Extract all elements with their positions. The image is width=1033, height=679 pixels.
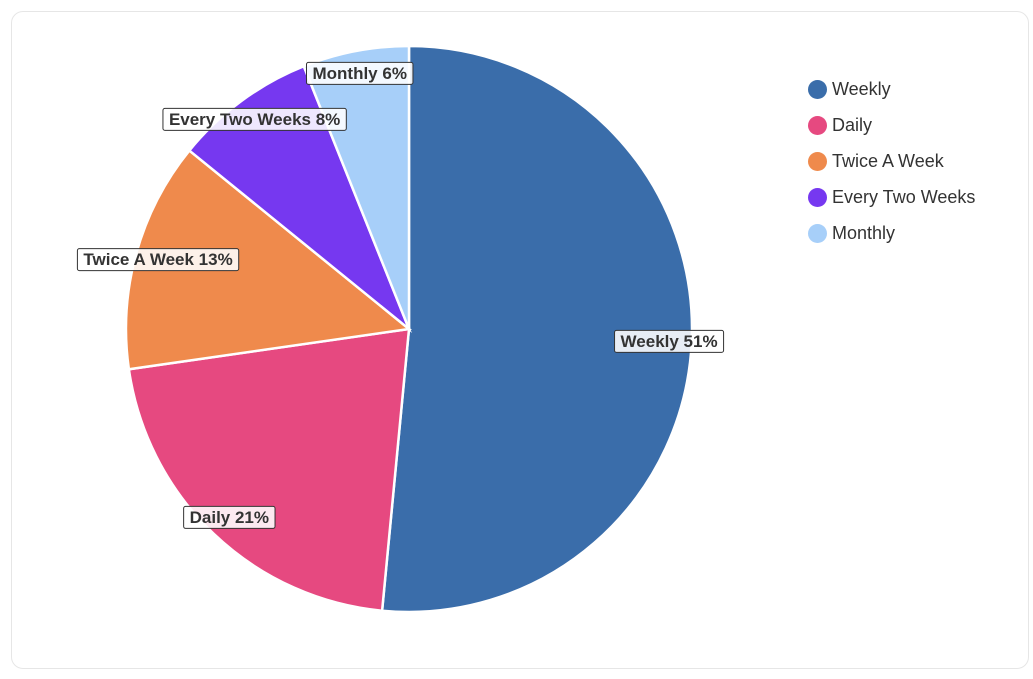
legend-item-weekly[interactable]: Weekly — [808, 71, 975, 107]
data-label-text: Monthly 6% — [312, 64, 406, 83]
data-label-box — [162, 107, 347, 131]
legend-label: Weekly — [832, 78, 891, 99]
legend-swatch — [808, 151, 827, 171]
data-label-box — [614, 329, 725, 353]
data-label-text: Weekly 51% — [621, 332, 718, 351]
legend-swatch — [808, 223, 827, 243]
legend-swatch — [808, 187, 827, 207]
legend-label: Daily — [832, 114, 873, 135]
pie-slice-daily[interactable] — [127, 327, 411, 613]
data-label-text: Twice A Week 13% — [83, 250, 232, 269]
data-label-box — [305, 61, 414, 85]
legend-item-twice-a-week[interactable]: Twice A Week — [808, 143, 975, 179]
legend-swatch — [808, 115, 827, 135]
data-label-weekly: Weekly 51% — [614, 329, 725, 353]
data-label-box — [183, 505, 276, 529]
data-label-text: Every Two Weeks 8% — [169, 110, 340, 129]
data-label-daily: Daily 21% — [183, 505, 276, 529]
legend-label: Monthly — [832, 222, 896, 243]
data-label-twice-a-week: Twice A Week 13% — [76, 248, 240, 272]
data-label-every-two-weeks: Every Two Weeks 8% — [162, 107, 347, 131]
pie-data-labels: Weekly 51% Daily 21% Twice A Week 13% Every… — [76, 61, 725, 529]
legend-label: Every Two Weeks — [832, 186, 976, 207]
legend-item-monthly[interactable]: Monthly — [808, 215, 975, 251]
legend-label: Twice A Week — [832, 150, 944, 171]
legend-item-daily[interactable]: Daily — [808, 107, 975, 143]
data-label-box — [76, 248, 240, 272]
chart-legend: Weekly Daily Twice A Week Every Two Weeks Mo… — [808, 71, 975, 251]
pie-slice-weekly[interactable] — [380, 44, 694, 614]
legend-swatch — [808, 79, 827, 99]
data-label-text: Daily 21% — [190, 508, 269, 527]
legend-item-every-two-weeks[interactable]: Every Two Weeks — [808, 179, 975, 215]
data-label-monthly: Monthly 6% — [305, 61, 414, 85]
pie-slice-every-two-weeks[interactable] — [187, 64, 412, 334]
